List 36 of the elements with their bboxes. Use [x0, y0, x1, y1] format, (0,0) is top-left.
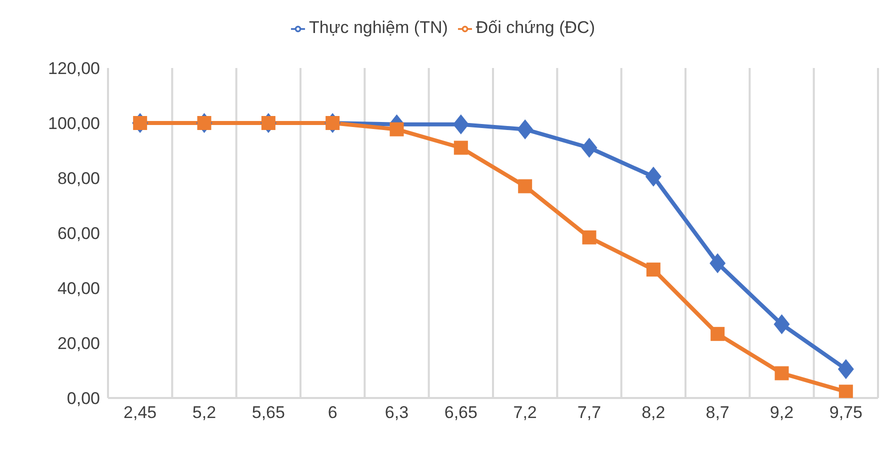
point [710, 326, 725, 341]
x-tick-label: 2,45 [124, 403, 157, 422]
x-tick-label: 8,7 [706, 403, 730, 422]
point [646, 262, 660, 277]
y-tick-label: 40,00 [57, 279, 100, 298]
legend-label: Đối chứng (ĐC) [476, 18, 595, 37]
x-tick-label: 8,2 [642, 403, 666, 422]
x-tick-label: 6,65 [444, 403, 478, 422]
x-tick-label: 5,65 [252, 403, 285, 422]
y-tick-label: 100,00 [48, 114, 100, 134]
x-tick-label: 7,7 [577, 403, 602, 422]
point [517, 119, 534, 140]
point [645, 166, 662, 187]
point [774, 314, 790, 334]
point [774, 366, 789, 380]
point [582, 230, 596, 244]
point [518, 179, 532, 194]
y-tick-label: 120,00 [48, 59, 100, 78]
point [390, 122, 404, 136]
y-tick-label: 0,00 [66, 389, 100, 408]
legend-label: Thực nghiệm (TN) [309, 18, 448, 37]
point [581, 138, 598, 158]
point [838, 384, 853, 398]
x-tick-label: 6 [328, 403, 338, 422]
y-tick-label: 80,00 [57, 169, 100, 188]
x-tick-label: 7,2 [513, 403, 537, 422]
point [710, 253, 726, 274]
x-tick-label: 9,75 [829, 403, 862, 422]
point [454, 140, 468, 155]
point [838, 359, 854, 380]
y-tick-label: 60,00 [57, 224, 100, 244]
x-tick-label: 5,2 [192, 403, 216, 422]
point [452, 114, 469, 134]
x-tick-label: 6,3 [384, 403, 409, 422]
y-tick-label: 20,00 [57, 334, 100, 354]
x-tick-label: 9,2 [770, 403, 794, 422]
